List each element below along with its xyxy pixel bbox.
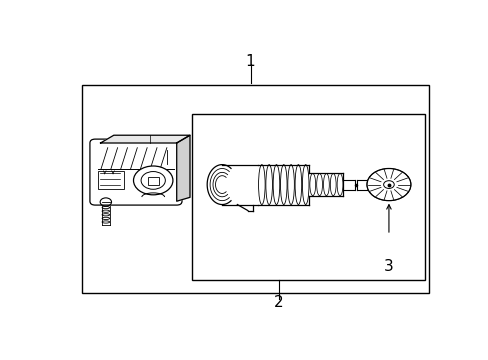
Polygon shape (101, 135, 189, 143)
Text: 1: 1 (245, 54, 255, 69)
Text: 3: 3 (383, 259, 393, 274)
Bar (98, 171, 124, 189)
Circle shape (133, 166, 173, 195)
Text: 2: 2 (274, 295, 283, 310)
Polygon shape (176, 135, 189, 201)
FancyBboxPatch shape (90, 139, 182, 205)
Bar (82, 85, 428, 293)
Bar (147, 177, 159, 185)
Circle shape (366, 168, 410, 201)
Bar (191, 114, 424, 280)
